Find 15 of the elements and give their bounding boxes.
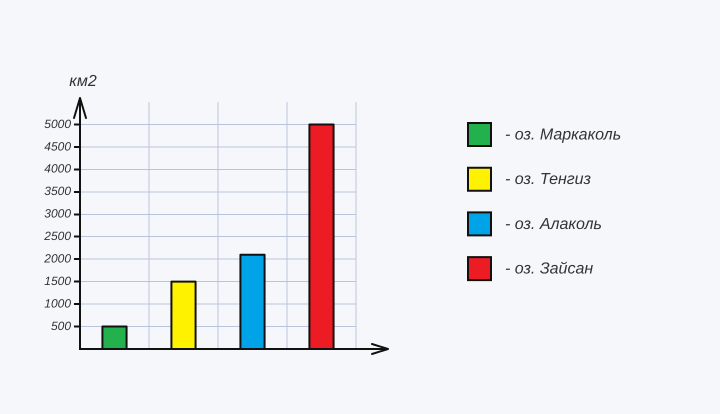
legend-label: - оз. Тенгиз — [505, 171, 591, 188]
y-axis-title: км2 — [69, 73, 97, 90]
legend-label: - оз. Маркаколь — [505, 126, 622, 144]
y-tick-label: 4500 — [44, 139, 72, 154]
y-tick-label: 4000 — [44, 162, 72, 176]
legend-label: - оз. Зайсан — [505, 260, 594, 278]
y-tick-label: 3500 — [44, 184, 72, 198]
y-tick-label: 1500 — [44, 274, 72, 288]
y-tick-label: 500 — [50, 318, 72, 333]
y-tick-label: 1000 — [44, 296, 72, 310]
y-tick-label: 2000 — [43, 252, 72, 266]
y-tick-label: 5000 — [44, 116, 72, 131]
y-tick-label: 3000 — [44, 206, 72, 221]
y-tick-label: 2500 — [43, 229, 72, 244]
legend-label: - оз. Алаколь — [505, 216, 602, 233]
